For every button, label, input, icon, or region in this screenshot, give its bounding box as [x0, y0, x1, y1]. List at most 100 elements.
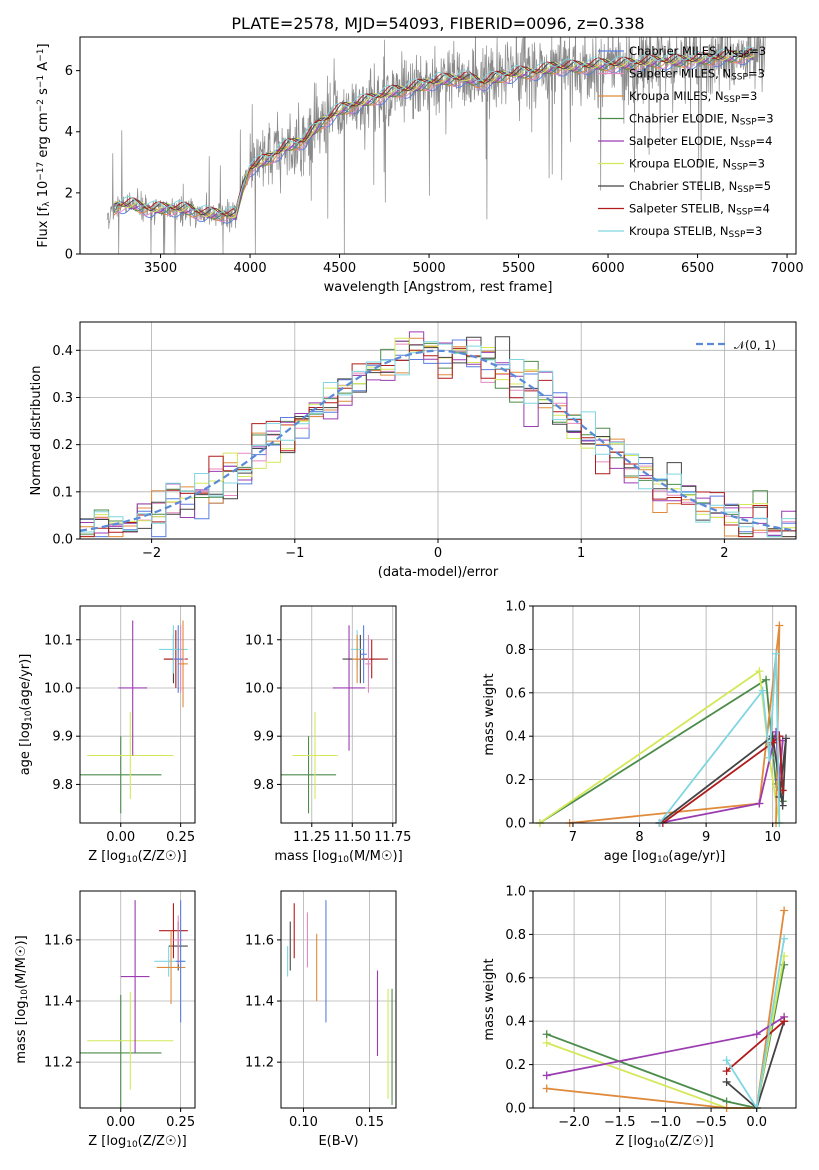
y-tick-label: 0.8 — [505, 643, 526, 658]
mass-weight-marker — [542, 1071, 551, 1080]
legend-entry: Chabrier ELODIE, NSSP=3 — [629, 112, 774, 128]
x-tick-label: 6500 — [681, 261, 714, 276]
y-tick-label: 0 — [65, 248, 73, 263]
mass-weight-marker — [755, 799, 764, 808]
y-tick-label: 11.2 — [245, 1056, 274, 1071]
y-tick-label: 1.0 — [505, 885, 526, 900]
y-axis-label: mass [log10(M/M☉)] — [14, 935, 30, 1063]
mass-weight-marker — [722, 1077, 731, 1086]
x-tick-label: 11.25 — [293, 830, 330, 845]
x-tick-label: −1 — [285, 546, 304, 561]
y-tick-label: 10.1 — [44, 633, 73, 648]
x-tick-label: 0.25 — [166, 1115, 195, 1130]
mass-weight-marker — [780, 934, 789, 943]
plot-area — [80, 900, 188, 1108]
x-tick-label: 7 — [569, 830, 577, 845]
x-axis-label: (data-model)/error — [378, 565, 499, 580]
x-tick-label: 8 — [635, 830, 643, 845]
y-axis-label: mass weight — [482, 673, 497, 755]
y-tick-label: 2 — [65, 186, 73, 201]
x-tick-label: 9 — [702, 830, 710, 845]
z-mass-panel: 0.00 0.25 11.2 11.4 11.6 Z [log10(Z/Z☉)] mass … — [14, 890, 196, 1150]
mass-weight-marker — [772, 649, 781, 658]
mass-age-panel: 11.25 11.50 11.75 9.8 9.9 10.0 10.1 mass [log10… — [245, 605, 411, 865]
legend-entry: Salpeter ELODIE, NSSP=4 — [629, 134, 772, 150]
error-bar-point — [360, 625, 367, 684]
x-axis-label: wavelength [Angstrom, rest frame] — [324, 280, 553, 295]
mass-weight-marker — [755, 667, 764, 676]
model-spectrum-line — [113, 53, 755, 221]
y-tick-label: 0.0 — [505, 817, 526, 832]
error-bar-point — [173, 625, 184, 693]
y-tick-label: 0.2 — [505, 1058, 526, 1073]
x-tick-label: 0.15 — [355, 1115, 384, 1130]
mass-weight-marker — [542, 1084, 551, 1093]
mass-weight-marker — [542, 1030, 551, 1039]
error-bar-point — [120, 900, 150, 1053]
legend-entry: Chabrier STELIB, NSSP=5 — [629, 179, 771, 195]
mass-weight-line — [569, 625, 781, 824]
y-tick-label: 0.3 — [52, 391, 73, 406]
axes-frame — [532, 890, 797, 1109]
legend-entry: 𝒩(0, 1) — [734, 338, 776, 352]
y-tick-label: 0.0 — [505, 1102, 526, 1117]
x-tick-label: 11.50 — [334, 830, 371, 845]
axes-frame — [79, 890, 196, 1109]
histogram-step — [80, 341, 796, 538]
y-tick-label: 9.9 — [52, 730, 73, 745]
x-axis-label: E(B-V) — [318, 1134, 358, 1149]
mass-weight-marker — [780, 960, 789, 969]
y-tick-label: 11.6 — [44, 933, 73, 948]
y-tick-label: 11.2 — [44, 1056, 73, 1071]
mass-weight-marker — [775, 621, 784, 630]
x-tick-label: 0.25 — [166, 830, 195, 845]
mass-weight-marker — [722, 1056, 731, 1065]
y-axis-label: Normed distribution — [29, 366, 44, 496]
mass-weight-line — [662, 734, 784, 824]
x-tick-label: −1.5 — [604, 1115, 636, 1130]
mass-weight-marker — [778, 801, 787, 810]
mass-weight-marker — [765, 753, 774, 762]
x-tick-label: 0.10 — [289, 1115, 318, 1130]
model-spectrum-line — [113, 54, 755, 223]
x-tick-label: 0.00 — [106, 1115, 135, 1130]
y-tick-label: 0.6 — [505, 971, 526, 986]
y-tick-label: 0.2 — [52, 438, 73, 453]
mass-weight-marker — [542, 1038, 551, 1047]
x-tick-label: 0 — [434, 546, 442, 561]
y-tick-label: 11.4 — [245, 995, 274, 1010]
mass-weight-marker — [762, 675, 771, 684]
error-bar-point — [178, 620, 188, 708]
legend-entry: Kroupa ELODIE, NSSP=3 — [629, 157, 765, 173]
x-tick-label: 10 — [764, 830, 781, 845]
z-age-panel: 0.00 0.25 9.8 9.9 10.0 10.1 Z [log10(Z/Z☉)] age… — [18, 605, 196, 865]
x-axis-label: mass [log10(M/M☉)] — [274, 849, 402, 865]
error-bar-point — [175, 900, 186, 1023]
x-tick-label: 6000 — [592, 261, 625, 276]
x-tick-label: −0.5 — [695, 1115, 727, 1130]
error-bar-point — [173, 915, 184, 965]
mass-weight-marker — [778, 786, 787, 795]
error-bar-point — [159, 903, 188, 959]
y-tick-label: 9.8 — [52, 778, 73, 793]
x-tick-label: 2 — [720, 546, 728, 561]
model-spectrum-line — [113, 56, 755, 224]
error-bar-point — [80, 736, 162, 814]
x-axis-label: Z [log10(Z/Z☉)] — [88, 1134, 186, 1150]
x-tick-label: −1.0 — [650, 1115, 682, 1130]
plot-area — [535, 621, 791, 827]
model-spectrum-line — [113, 50, 755, 217]
age-weight-panel: 7 8 9 10 0.0 0.2 0.4 0.6 0.8 1.0 age [log10(age/yr… — [482, 600, 797, 865]
error-bar-point — [352, 634, 362, 684]
y-tick-label: 0.4 — [505, 1015, 526, 1030]
x-axis-label: Z [log10(Z/Z☉)] — [615, 1134, 713, 1150]
error-bar-point — [80, 994, 162, 1108]
model-spectrum-line — [113, 46, 755, 214]
x-tick-label: 1 — [577, 546, 585, 561]
x-tick-label: 11.75 — [374, 830, 411, 845]
error-bar-point — [118, 620, 148, 756]
error-bar-point — [365, 634, 372, 693]
x-tick-label: 0.00 — [106, 830, 135, 845]
model-spectrum-line — [113, 47, 755, 215]
